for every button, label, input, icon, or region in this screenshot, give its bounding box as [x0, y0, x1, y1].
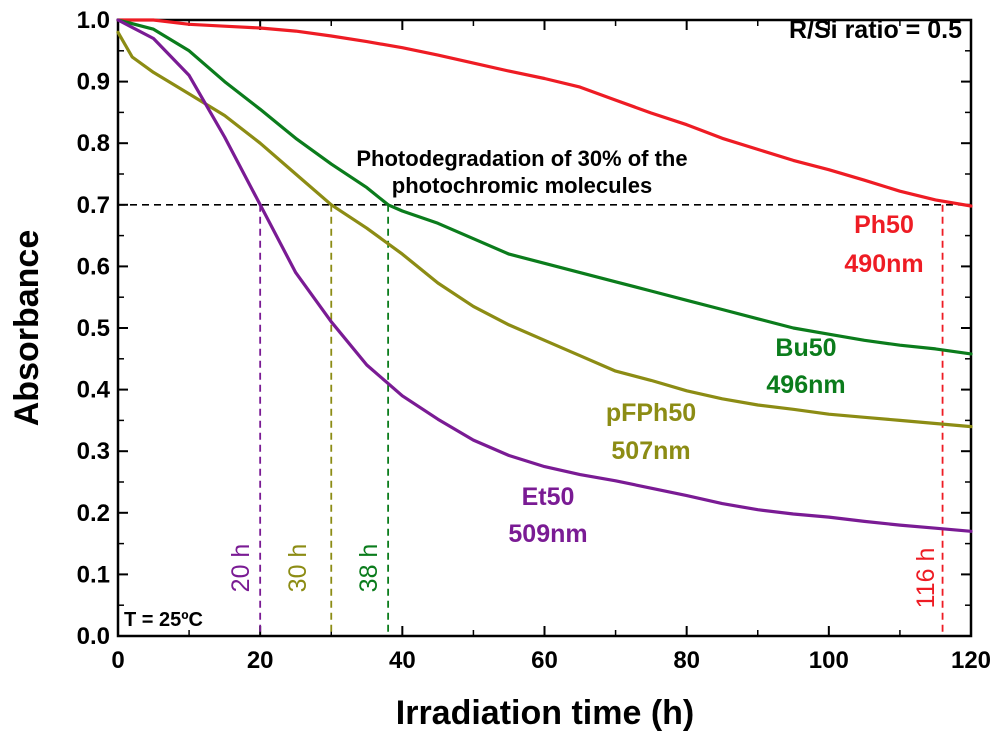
y-tick-label: 0.6 — [77, 253, 110, 280]
series-label-bu50-name: Bu50 — [775, 334, 836, 362]
y-tick-label: 0.2 — [77, 500, 110, 527]
temperature-annotation: T = 25ºC — [124, 609, 203, 631]
series-line-et50 — [116, 18, 973, 533]
series-lines — [116, 18, 973, 533]
series-label-bu50-wavelength: 496nm — [766, 371, 845, 399]
x-tick-label: 20 — [247, 647, 274, 674]
time-label-20h: 20 h — [227, 544, 255, 593]
y-tick-label: 0.8 — [77, 130, 110, 157]
x-tick-label: 100 — [809, 647, 849, 674]
time-label-116h: 116 h — [912, 548, 940, 609]
y-tick-label: 0.5 — [77, 315, 110, 342]
series-label-pfph50-name: pFPh50 — [606, 399, 696, 427]
y-axis-ticks: 0.0 0.1 0.2 0.3 0.4 0.5 0.6 0.7 0.8 0.9 1.0 — [77, 7, 971, 650]
photodegradation-annotation-line2: photochromic molecules — [392, 173, 652, 198]
x-tick-label: 80 — [673, 647, 700, 674]
series-line-ph50 — [116, 18, 973, 208]
series-line-pfph50 — [116, 30, 973, 429]
x-tick-label: 120 — [951, 647, 991, 674]
x-tick-label: 0 — [111, 647, 124, 674]
series-label-pfph50-wavelength: 507nm — [611, 437, 690, 465]
x-axis-title: Irradiation time (h) — [396, 694, 694, 732]
y-tick-label: 0.1 — [77, 561, 110, 588]
y-tick-label: 0.7 — [77, 192, 110, 219]
y-tick-label: 0.4 — [77, 377, 111, 404]
y-tick-label: 0.3 — [77, 438, 110, 465]
series-label-ph50-wavelength: 490nm — [844, 250, 923, 278]
reference-lines — [118, 204, 971, 636]
x-axis-ticks: 0 20 40 60 80 100 120 — [111, 20, 991, 674]
series-label-et50-wavelength: 509nm — [508, 520, 587, 548]
y-tick-label: 1.0 — [77, 7, 110, 34]
series-label-ph50-name: Ph50 — [854, 211, 914, 239]
series-label-et50-name: Et50 — [522, 483, 575, 511]
y-axis-title: Absorbance — [8, 230, 46, 427]
ratio-annotation: R/Si ratio = 0.5 — [789, 16, 962, 44]
series-line-bu50 — [116, 18, 973, 356]
y-tick-label: 0.9 — [77, 69, 110, 96]
x-tick-label: 40 — [389, 647, 416, 674]
x-tick-label: 60 — [531, 647, 558, 674]
time-label-38h: 38 h — [355, 544, 383, 593]
y-tick-label: 0.0 — [77, 623, 110, 650]
time-label-30h: 30 h — [284, 544, 312, 593]
photodegradation-annotation-line1: Photodegradation of 30% of the — [356, 146, 687, 171]
